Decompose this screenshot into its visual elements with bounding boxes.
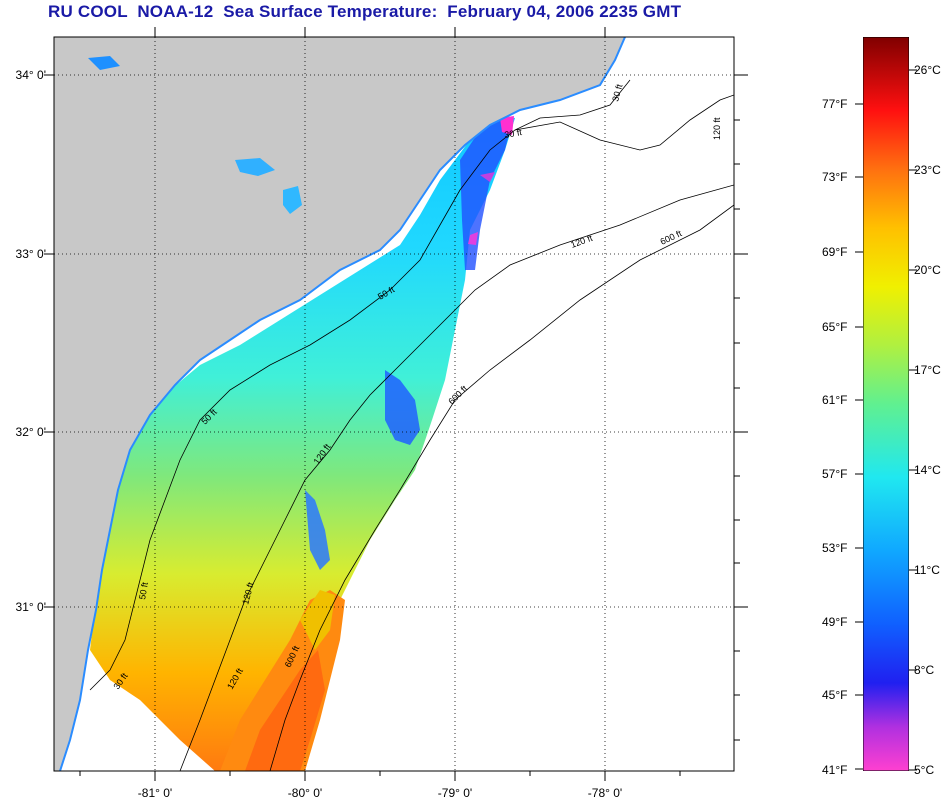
colorbar-label-c: 26°C [914, 63, 941, 77]
lon-label-78: -78° 0' [587, 786, 623, 800]
colorbar-ticks [855, 69, 917, 771]
isobath-30ft [89, 79, 631, 691]
colorbar-label-f: 41°F [822, 763, 848, 777]
colorbar-gradient [863, 37, 909, 771]
cool-filament [385, 370, 420, 445]
lon-label-80: -80° 0' [287, 786, 323, 800]
colorbar-label-f: 53°F [822, 541, 848, 555]
sst-field [90, 115, 515, 771]
isobath-offshore [514, 94, 734, 151]
colorbar-label-c: 23°C [914, 163, 941, 177]
lake [235, 158, 275, 176]
colorbar-label-c: 11°C [914, 563, 940, 577]
colorbar-label-f: 73°F [822, 170, 848, 184]
isobath-label: 30 ft [504, 127, 523, 140]
colorbar-label-c: 5°C [914, 763, 935, 777]
coastline [59, 37, 626, 771]
map-title: RU COOL NOAA-12 Sea Surface Temperature:… [48, 2, 682, 21]
lake [88, 56, 120, 70]
cool-filament [305, 490, 330, 570]
colorbar-label-f: 45°F [822, 688, 848, 702]
lake [283, 186, 302, 214]
isobath-label: 120 ft [712, 117, 722, 140]
colorbar [863, 37, 909, 771]
colorbar-label-f: 57°F [822, 467, 848, 481]
isobath-600ft [269, 204, 734, 771]
colorbar-label-c: 8°C [914, 663, 935, 677]
colorbar-label-f: 69°F [822, 245, 848, 259]
lat-label-34: 34° 0' [15, 68, 46, 82]
lat-label-32: 32° 0' [15, 425, 46, 439]
land-mass [54, 37, 625, 771]
lon-label-79: -79° 0' [437, 786, 473, 800]
magenta-patch [500, 116, 514, 135]
colorbar-label-f: 65°F [822, 320, 848, 334]
isobath-120ft [179, 184, 734, 771]
warm-patch [245, 650, 325, 771]
colorbar-label-f: 49°F [822, 615, 848, 629]
colorbar-label-c: 20°C [914, 263, 941, 277]
cool-filament [460, 118, 512, 270]
magenta-patch [468, 232, 478, 245]
lat-label-31: 31° 0' [15, 600, 46, 614]
colorbar-label-f: 77°F [822, 97, 848, 111]
axis-ticks [44, 27, 748, 781]
magenta-patch [480, 172, 495, 182]
lat-label-33: 33° 0' [15, 247, 46, 261]
isobath-label: 50 ft [137, 581, 150, 600]
map-frame [53, 36, 735, 772]
isobath-label: 30 ft [610, 83, 624, 103]
lon-label-81: -81° 0' [137, 786, 173, 800]
warm-patch [300, 590, 335, 650]
colorbar-label-c: 14°C [914, 463, 941, 477]
colorbar-label-f: 61°F [822, 393, 848, 407]
colorbar-label-c: 17°C [914, 363, 941, 377]
